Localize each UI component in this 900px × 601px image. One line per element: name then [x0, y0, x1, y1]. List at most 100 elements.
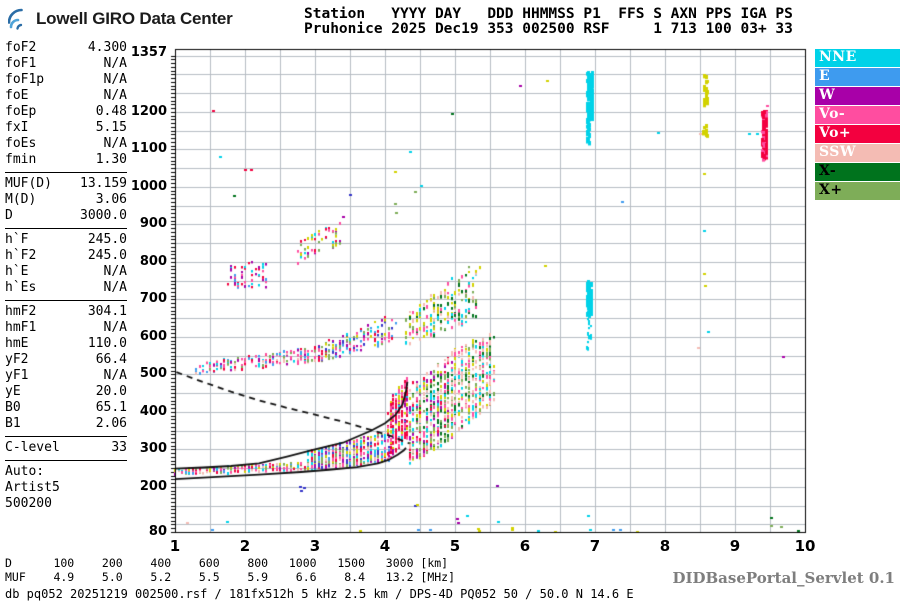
param-row-C-level: C-level 33 [5, 440, 127, 456]
giro-logo-text: Lowell GIRO Data Center [36, 9, 233, 28]
autoscaling-info-line: Artist5 [5, 480, 60, 495]
param-label: foEs [5, 136, 37, 151]
param-label: foEp [5, 104, 37, 119]
y-axis-label: 400 [139, 403, 167, 419]
autoscaling-info-line: Auto: [5, 464, 45, 479]
param-label: yE [5, 384, 21, 399]
param-value: N/A [103, 88, 127, 103]
param-row-foEs: foEs N/A [5, 136, 127, 152]
param-row-MUF(D): MUF(D) 13.159 [5, 176, 127, 192]
legend-item-vo-: Vo- [815, 106, 900, 124]
parameter-panel: foF2 4.300 foF1 N/A foF1p N/A foE N/A foEp 0.48 fx… [5, 40, 127, 512]
param-value: N/A [103, 264, 127, 279]
distance-row: D 100 200 400 600 800 1000 1500 3000 [km… [5, 556, 449, 570]
param-value: N/A [103, 72, 127, 87]
legend-item-ssw: SSW [815, 144, 900, 162]
legend-item-vo+: Vo+ [815, 125, 900, 143]
param-separator [5, 300, 127, 301]
param-row-hmF2: hmF2 304.1 [5, 304, 127, 320]
station-header: Station YYYY DAY DDD HHMMSS P1 FFS S AXN… [304, 7, 793, 37]
y-axis-label: 1100 [130, 141, 167, 157]
param-row-fmin: fmin 1.30 [5, 152, 127, 168]
y-axis-label: 900 [139, 216, 167, 232]
y-axis-label: 800 [139, 253, 167, 269]
param-label: hmF1 [5, 320, 37, 335]
x-axis-label: 2 [239, 537, 251, 555]
param-row-foF1: foF1 N/A [5, 56, 127, 72]
param-value: N/A [103, 368, 127, 383]
param-row-foF2: foF2 4.300 [5, 40, 127, 56]
x-axis-label: 4 [379, 537, 391, 555]
param-label: h`F2 [5, 248, 37, 263]
param-value: 110.0 [87, 336, 127, 351]
y-axis-label: 600 [139, 328, 167, 344]
param-separator [5, 172, 127, 173]
param-value: N/A [103, 320, 127, 335]
param-value: 4.300 [87, 40, 127, 55]
param-label: foF2 [5, 40, 37, 55]
param-row-B1: B1 2.06 [5, 416, 127, 432]
param-row-hmF1: hmF1 N/A [5, 320, 127, 336]
autoscaling-info: Auto: Artist5 500200 [5, 464, 127, 512]
x-axis-label: 6 [519, 537, 531, 555]
station-header-row1: Station YYYY DAY DDD HHMMSS P1 FFS S AXN… [304, 6, 793, 22]
param-value: 0.48 [95, 104, 127, 119]
station-header-row2: Pruhonice 2025 Dec19 353 002500 RSF 1 71… [304, 21, 793, 37]
y-axis-label: 700 [139, 291, 167, 307]
param-row-foF1p: foF1p N/A [5, 72, 127, 88]
param-row-h`E: h`E N/A [5, 264, 127, 280]
param-row-foEp: foEp 0.48 [5, 104, 127, 120]
echo-direction-legend: NNE E W Vo- Vo+ SSW X- X+ [815, 49, 900, 201]
param-row-yF2: yF2 66.4 [5, 352, 127, 368]
y-axis-label: 1000 [130, 178, 167, 194]
x-axis-label: 10 [794, 537, 816, 555]
param-separator [5, 436, 127, 437]
y-axis-label: 200 [139, 478, 167, 494]
param-row-B0: B0 65.1 [5, 400, 127, 416]
param-label: hmE [5, 336, 29, 351]
legend-item-x-: X- [815, 163, 900, 181]
param-label: fmin [5, 152, 37, 167]
param-value: 304.1 [87, 304, 127, 319]
y-axis-label: 1357 [130, 45, 167, 60]
parameter-groups: foF2 4.300 foF1 N/A foF1p N/A foE N/A foEp 0.48 fx… [5, 40, 127, 461]
param-value: 66.4 [95, 352, 127, 367]
legend-item-x+: X+ [815, 182, 900, 200]
param-label: foF1 [5, 56, 37, 71]
y-axis-label: 1200 [130, 103, 167, 119]
param-separator [5, 460, 127, 461]
param-value: 3.06 [95, 192, 127, 207]
param-row-D: D 3000.0 [5, 208, 127, 224]
param-label: B1 [5, 416, 21, 431]
autoscaling-info-line: 500200 [5, 496, 52, 511]
param-value: 13.159 [80, 176, 127, 191]
param-label: B0 [5, 400, 21, 415]
x-axis-label: 3 [309, 537, 321, 555]
x-axis-label: 7 [589, 537, 601, 555]
param-label: h`E [5, 264, 29, 279]
ionogram-plot: 1357 1200 1100 1000 900 800 700 600 500 400 300 200… [131, 44, 845, 564]
param-label: MUF(D) [5, 176, 52, 191]
param-separator [5, 228, 127, 229]
param-label: foF1p [5, 72, 45, 87]
param-row-h`F: h`F 245.0 [5, 232, 127, 248]
param-value: 33 [111, 440, 127, 455]
param-label: yF1 [5, 368, 29, 383]
param-value: 245.0 [87, 232, 127, 247]
param-value: N/A [103, 56, 127, 71]
param-label: foE [5, 88, 29, 103]
param-label: M(D) [5, 192, 37, 207]
x-axis-label: 5 [449, 537, 461, 555]
param-value: 1.30 [95, 152, 127, 167]
param-row-h`Es: h`Es N/A [5, 280, 127, 296]
param-value: 20.0 [95, 384, 127, 399]
param-row-h`F2: h`F2 245.0 [5, 248, 127, 264]
param-label: h`F [5, 232, 29, 247]
param-value: 65.1 [95, 400, 127, 415]
param-row-yE: yE 20.0 [5, 384, 127, 400]
param-value: N/A [103, 280, 127, 295]
param-value: 5.15 [95, 120, 127, 135]
param-label: D [5, 208, 13, 223]
param-row-M(D): M(D) 3.06 [5, 192, 127, 208]
x-axis-label: 1 [169, 537, 181, 555]
